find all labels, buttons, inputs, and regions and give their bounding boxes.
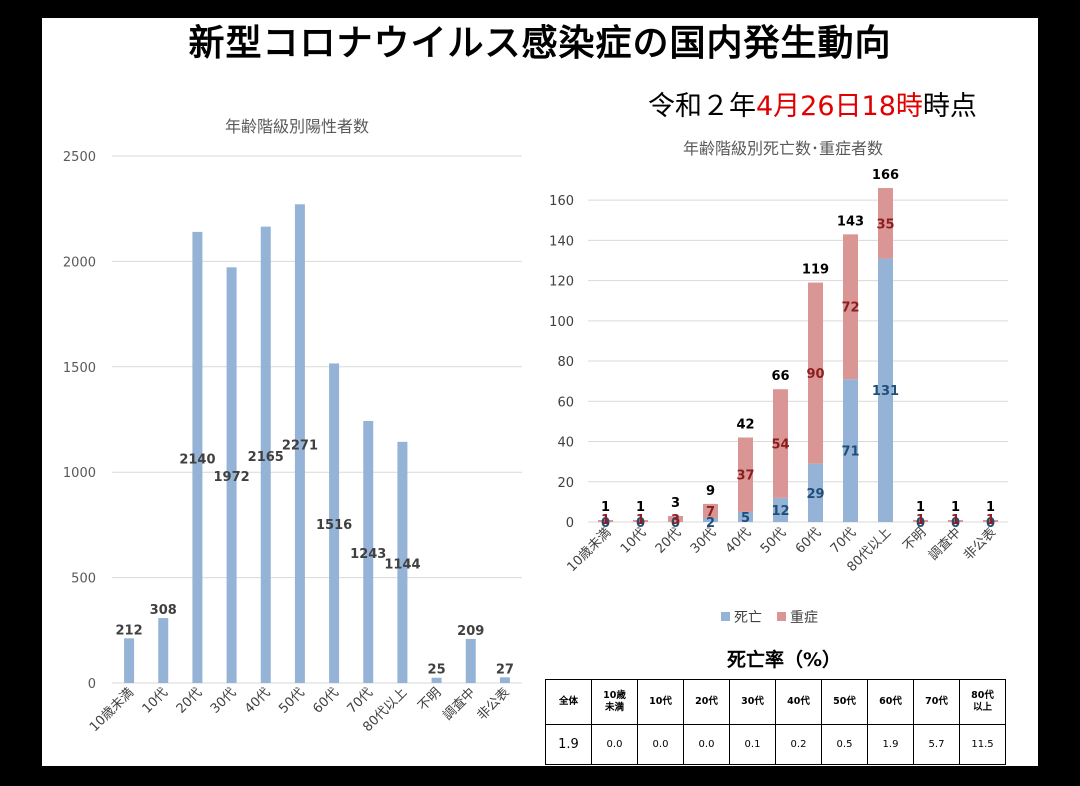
- rate-value-cell: 0.2: [775, 724, 822, 765]
- mortality-rate-value-row: 1.9 0.0 0.0 0.0 0.1 0.2 0.5 1.9 5.7 11.5: [545, 724, 1006, 765]
- rate-header-cell: 全体: [545, 679, 592, 725]
- rate-value-cell: 5.7: [913, 724, 960, 765]
- rate-value-cell: 0.0: [591, 724, 638, 765]
- rate-header-cell: 20代: [683, 679, 730, 725]
- mortality-rate-header-row: 全体 10歳 未満 10代 20代 30代 40代 50代 60代 70代 80代 以上: [545, 679, 1006, 725]
- report-timestamp: 令和２年4月26日18時時点: [648, 84, 977, 123]
- rate-value-cell: 1.9: [545, 724, 592, 765]
- rate-header-cell: 50代: [821, 679, 868, 725]
- rate-header-cell: 80代 以上: [959, 679, 1006, 725]
- rate-value-cell: 0.0: [637, 724, 684, 765]
- rate-header-cell: 10代: [637, 679, 684, 725]
- timestamp-prefix: 令和２年: [648, 91, 756, 122]
- mortality-rate-title: 死亡率（%）: [726, 649, 842, 671]
- rate-value-cell: 0.0: [683, 724, 730, 765]
- rate-value-cell: 0.1: [729, 724, 776, 765]
- rate-header-cell: 10歳 未満: [591, 679, 638, 725]
- rate-header-cell: 60代: [867, 679, 914, 725]
- slide-background: [42, 18, 1038, 766]
- rate-value-cell: 0.5: [821, 724, 868, 765]
- timestamp-suffix: 時点: [922, 91, 977, 122]
- rate-value-cell: 1.9: [867, 724, 914, 765]
- timestamp-date: 4月26日18時: [756, 91, 923, 122]
- mortality-rate-table: 全体 10歳 未満 10代 20代 30代 40代 50代 60代 70代 80代 以上 1.9 0.0…: [545, 679, 1006, 765]
- rate-header-cell: 40代: [775, 679, 822, 725]
- rate-header-cell: 30代: [729, 679, 776, 725]
- rate-value-cell: 11.5: [959, 724, 1006, 765]
- rate-header-cell: 70代: [913, 679, 960, 725]
- page-title: 新型コロナウイルス感染症の国内発生動向: [188, 23, 892, 64]
